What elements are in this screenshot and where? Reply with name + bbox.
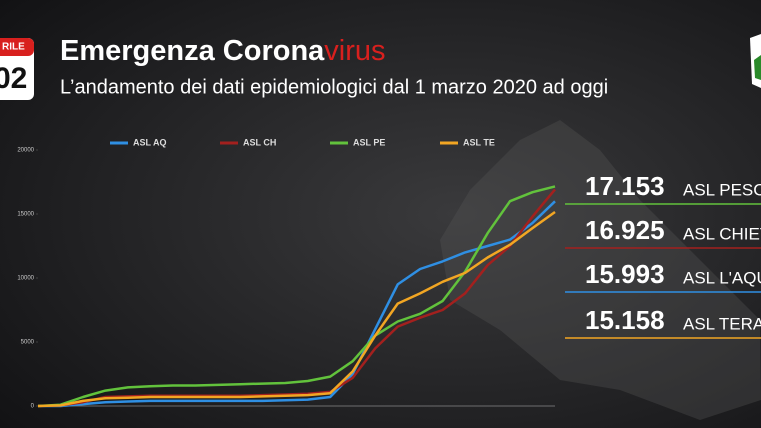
calendar-day: 02 bbox=[0, 62, 27, 95]
y-tick-label: 0 bbox=[31, 404, 35, 410]
y-tick-label: 10000 bbox=[17, 276, 34, 282]
callout-value: 15.158 bbox=[585, 305, 665, 335]
title-main: Emergenza Corona bbox=[60, 35, 325, 67]
legend-label: ASL TE bbox=[463, 137, 495, 147]
legend-label: ASL PE bbox=[353, 137, 385, 147]
calendar-header bbox=[0, 38, 34, 56]
logo-mark bbox=[754, 55, 761, 80]
series-line bbox=[37, 210, 556, 408]
title: Emergenza Coronavirus bbox=[60, 35, 386, 67]
series-line bbox=[38, 200, 556, 408]
y-tick-label: 20000 bbox=[17, 148, 34, 154]
callout-value: 16.925 bbox=[585, 215, 665, 245]
callout-label: ASL CHIET bbox=[683, 224, 761, 243]
callout-value: 17.153 bbox=[585, 171, 665, 201]
callouts: 17.153 ASL PESC 16.925 ASL CHIET 15.993 ASL L… bbox=[565, 171, 761, 339]
series-line bbox=[37, 185, 556, 408]
callout-value: 15.993 bbox=[585, 259, 665, 289]
legend-label: ASL CH bbox=[243, 137, 276, 147]
region-map bbox=[440, 120, 761, 420]
callout-label: ASL PESC bbox=[683, 180, 761, 199]
callout-label: ASL L'AQU bbox=[683, 268, 761, 287]
y-tick-label: 5000 bbox=[21, 340, 35, 346]
y-tick-label: 15000 bbox=[17, 212, 34, 218]
calendar-month: RILE bbox=[2, 42, 25, 53]
legend-label: ASL AQ bbox=[133, 137, 167, 147]
callout-label: ASL TERA bbox=[683, 314, 761, 333]
title-highlight: virus bbox=[324, 35, 385, 67]
series-line bbox=[37, 188, 556, 408]
subtitle: L’andamento dei dati epidemiologici dal … bbox=[60, 76, 608, 98]
plot: 0 5000 10000 15000 20000 ASL AQ ASL CH ASL PE AS… bbox=[17, 137, 556, 410]
